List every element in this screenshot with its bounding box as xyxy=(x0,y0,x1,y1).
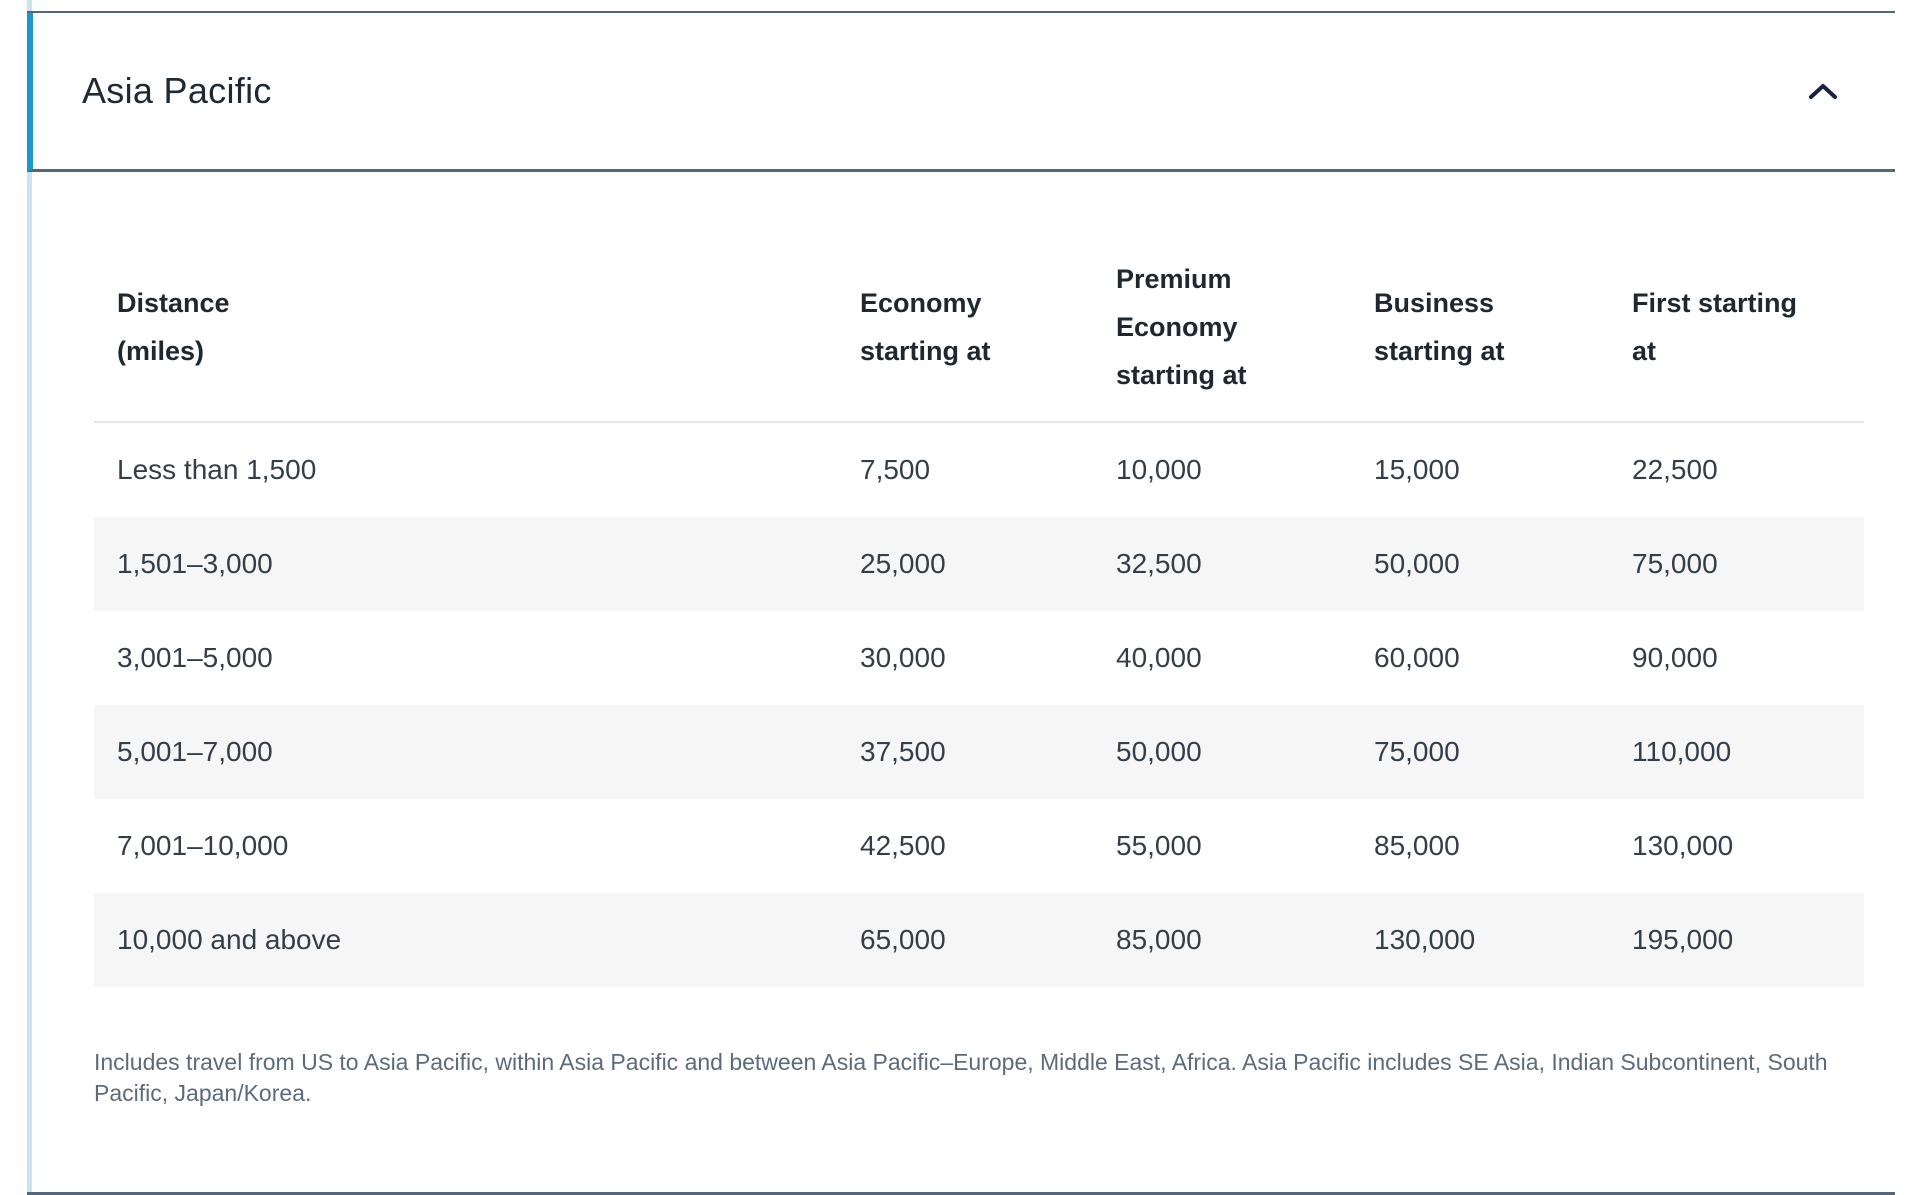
column-header-business: Business starting at xyxy=(1350,232,1608,423)
cell-business: 85,000 xyxy=(1374,830,1460,861)
cell-first: 195,000 xyxy=(1632,924,1734,955)
award-chart-table: Distance (miles) Economy starting at Pre… xyxy=(94,232,1864,987)
table-row: 3,001–5,000 30,000 40,000 60,000 90,000 xyxy=(94,611,1864,705)
cell-premium-economy: 40,000 xyxy=(1116,642,1202,673)
cell-premium-economy: 85,000 xyxy=(1116,924,1202,955)
table-row: 1,501–3,000 25,000 32,500 50,000 75,000 xyxy=(94,517,1864,611)
accordion-title: Asia Pacific xyxy=(82,70,272,111)
asia-pacific-accordion: Asia Pacific Distance (miles) Economy st… xyxy=(27,11,1895,1195)
cell-economy: 42,500 xyxy=(860,830,946,861)
cell-distance: Less than 1,500 xyxy=(117,454,317,485)
cell-first: 22,500 xyxy=(1632,454,1718,485)
cell-first: 90,000 xyxy=(1632,642,1718,673)
accordion-body: Distance (miles) Economy starting at Pre… xyxy=(27,172,1895,1192)
cell-distance: 10,000 and above xyxy=(117,924,342,955)
table-row: Less than 1,500 7,500 10,000 15,000 22,5… xyxy=(94,422,1864,517)
cell-distance: 1,501–3,000 xyxy=(117,548,273,579)
cell-premium-economy: 55,000 xyxy=(1116,830,1202,861)
cell-business: 50,000 xyxy=(1374,548,1460,579)
table-row: 5,001–7,000 37,500 50,000 75,000 110,000 xyxy=(94,705,1864,799)
cell-economy: 30,000 xyxy=(860,642,946,673)
cell-business: 15,000 xyxy=(1374,454,1460,485)
cell-economy: 65,000 xyxy=(860,924,946,955)
chevron-up-icon[interactable] xyxy=(1808,82,1838,100)
cell-economy: 25,000 xyxy=(860,548,946,579)
column-header-first: First starting at xyxy=(1608,232,1864,423)
cell-distance: 7,001–10,000 xyxy=(117,830,289,861)
cell-first: 130,000 xyxy=(1632,830,1734,861)
cell-business: 60,000 xyxy=(1374,642,1460,673)
section-accent-rail xyxy=(27,0,32,1194)
cell-first: 110,000 xyxy=(1632,736,1732,767)
column-header-economy: Economy starting at xyxy=(836,232,1092,423)
cell-business: 75,000 xyxy=(1374,736,1460,767)
accordion-header-asia-pacific[interactable]: Asia Pacific xyxy=(27,13,1895,172)
cell-distance: 3,001–5,000 xyxy=(117,642,273,673)
table-row: 10,000 and above 65,000 85,000 130,000 1… xyxy=(94,893,1864,987)
cell-premium-economy: 10,000 xyxy=(1116,454,1202,485)
cell-premium-economy: 32,500 xyxy=(1116,548,1202,579)
cell-premium-economy: 50,000 xyxy=(1116,736,1202,767)
cell-economy: 7,500 xyxy=(860,454,931,485)
cell-business: 130,000 xyxy=(1374,924,1476,955)
cell-distance: 5,001–7,000 xyxy=(117,736,273,767)
table-row: 7,001–10,000 42,500 55,000 85,000 130,00… xyxy=(94,799,1864,893)
region-footnote: Includes travel from US to Asia Pacific,… xyxy=(94,1049,1828,1106)
cell-first: 75,000 xyxy=(1632,548,1718,579)
table-header-row: Distance (miles) Economy starting at Pre… xyxy=(94,232,1864,423)
column-header-premium-economy: Premium Economy starting at xyxy=(1092,232,1350,423)
column-header-distance: Distance (miles) xyxy=(94,232,836,423)
cell-economy: 37,500 xyxy=(860,736,946,767)
